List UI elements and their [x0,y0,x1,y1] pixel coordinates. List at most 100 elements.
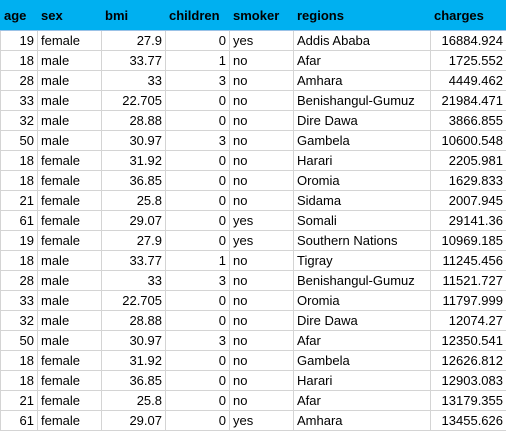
cell-smoker[interactable]: no [230,71,294,91]
cell-children[interactable]: 0 [166,391,230,411]
cell-smoker[interactable]: no [230,291,294,311]
cell-children[interactable]: 0 [166,211,230,231]
cell-smoker[interactable]: no [230,311,294,331]
cell-sex[interactable]: female [38,371,102,391]
cell-children[interactable]: 0 [166,291,230,311]
cell-regions[interactable]: Somali [294,211,431,231]
cell-bmi[interactable]: 30.97 [102,131,166,151]
cell-children[interactable]: 1 [166,251,230,271]
cell-regions[interactable]: Oromia [294,171,431,191]
cell-regions[interactable]: Afar [294,331,431,351]
cell-sex[interactable]: male [38,251,102,271]
cell-regions[interactable]: Dire Dawa [294,111,431,131]
cell-regions[interactable]: Benishangul-Gumuz [294,91,431,111]
cell-smoker[interactable]: yes [230,211,294,231]
cell-sex[interactable]: female [38,411,102,431]
cell-charges[interactable]: 21984.471 [431,91,506,111]
cell-regions[interactable]: Gambela [294,131,431,151]
cell-bmi[interactable]: 27.9 [102,231,166,251]
header-cell-bmi[interactable]: bmi [102,1,166,31]
cell-age[interactable]: 18 [1,371,38,391]
cell-smoker[interactable]: no [230,271,294,291]
cell-age[interactable]: 50 [1,131,38,151]
cell-age[interactable]: 28 [1,71,38,91]
cell-regions[interactable]: Dire Dawa [294,311,431,331]
cell-sex[interactable]: female [38,31,102,51]
cell-children[interactable]: 0 [166,31,230,51]
cell-age[interactable]: 18 [1,151,38,171]
cell-sex[interactable]: male [38,291,102,311]
cell-charges[interactable]: 13455.626 [431,411,506,431]
cell-age[interactable]: 32 [1,111,38,131]
header-cell-sex[interactable]: sex [38,1,102,31]
cell-age[interactable]: 18 [1,351,38,371]
cell-age[interactable]: 19 [1,31,38,51]
cell-smoker[interactable]: no [230,251,294,271]
cell-age[interactable]: 50 [1,331,38,351]
cell-age[interactable]: 18 [1,51,38,71]
cell-children[interactable]: 0 [166,151,230,171]
cell-charges[interactable]: 4449.462 [431,71,506,91]
cell-children[interactable]: 3 [166,71,230,91]
cell-charges[interactable]: 12903.083 [431,371,506,391]
cell-children[interactable]: 0 [166,371,230,391]
cell-charges[interactable]: 12350.541 [431,331,506,351]
cell-regions[interactable]: Benishangul-Gumuz [294,271,431,291]
cell-age[interactable]: 19 [1,231,38,251]
cell-bmi[interactable]: 28.88 [102,111,166,131]
cell-sex[interactable]: male [38,131,102,151]
cell-children[interactable]: 3 [166,331,230,351]
cell-sex[interactable]: female [38,351,102,371]
cell-sex[interactable]: female [38,151,102,171]
cell-charges[interactable]: 12074.27 [431,311,506,331]
cell-smoker[interactable]: no [230,331,294,351]
cell-sex[interactable]: female [38,191,102,211]
cell-regions[interactable]: Oromia [294,291,431,311]
cell-regions[interactable]: Afar [294,51,431,71]
cell-charges[interactable]: 13179.355 [431,391,506,411]
cell-bmi[interactable]: 29.07 [102,411,166,431]
cell-sex[interactable]: male [38,111,102,131]
cell-charges[interactable]: 11521.727 [431,271,506,291]
cell-age[interactable]: 33 [1,291,38,311]
cell-bmi[interactable]: 22.705 [102,291,166,311]
cell-smoker[interactable]: no [230,91,294,111]
cell-age[interactable]: 32 [1,311,38,331]
cell-age[interactable]: 28 [1,271,38,291]
cell-age[interactable]: 61 [1,211,38,231]
cell-children[interactable]: 0 [166,111,230,131]
cell-charges[interactable]: 2205.981 [431,151,506,171]
cell-charges[interactable]: 29141.36 [431,211,506,231]
cell-smoker[interactable]: yes [230,411,294,431]
cell-charges[interactable]: 11245.456 [431,251,506,271]
cell-bmi[interactable]: 28.88 [102,311,166,331]
cell-bmi[interactable]: 36.85 [102,171,166,191]
cell-bmi[interactable]: 27.9 [102,31,166,51]
cell-bmi[interactable]: 25.8 [102,391,166,411]
cell-bmi[interactable]: 33.77 [102,251,166,271]
cell-children[interactable]: 0 [166,231,230,251]
cell-regions[interactable]: Afar [294,391,431,411]
cell-age[interactable]: 61 [1,411,38,431]
cell-regions[interactable]: Tigray [294,251,431,271]
cell-children[interactable]: 0 [166,191,230,211]
cell-sex[interactable]: male [38,271,102,291]
cell-children[interactable]: 0 [166,171,230,191]
cell-smoker[interactable]: no [230,131,294,151]
cell-children[interactable]: 3 [166,131,230,151]
cell-regions[interactable]: Amhara [294,71,431,91]
cell-smoker[interactable]: no [230,111,294,131]
cell-bmi[interactable]: 29.07 [102,211,166,231]
cell-sex[interactable]: male [38,51,102,71]
cell-regions[interactable]: Sidama [294,191,431,211]
cell-age[interactable]: 21 [1,391,38,411]
cell-children[interactable]: 1 [166,51,230,71]
cell-age[interactable]: 18 [1,171,38,191]
cell-bmi[interactable]: 31.92 [102,151,166,171]
cell-smoker[interactable]: yes [230,231,294,251]
cell-smoker[interactable]: no [230,191,294,211]
cell-sex[interactable]: male [38,311,102,331]
cell-smoker[interactable]: no [230,171,294,191]
cell-sex[interactable]: male [38,71,102,91]
header-cell-regions[interactable]: regions [294,1,431,31]
